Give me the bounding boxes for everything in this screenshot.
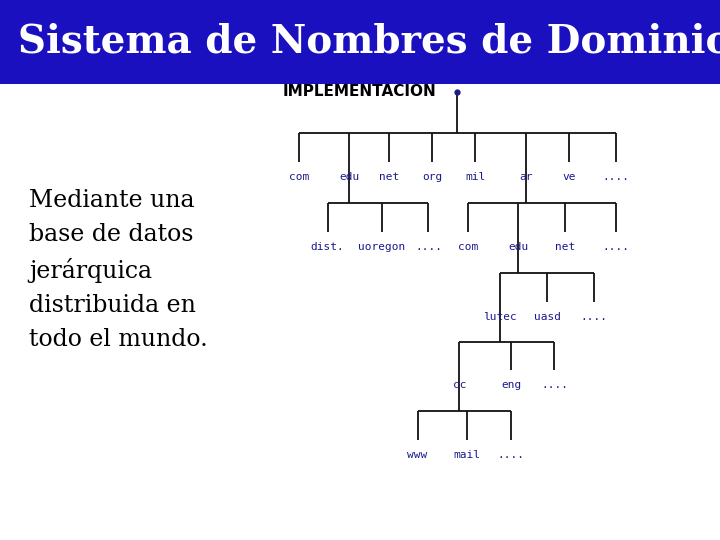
- Text: uoregon: uoregon: [358, 242, 405, 252]
- Text: net: net: [555, 242, 575, 252]
- Text: edu: edu: [508, 242, 528, 252]
- Text: ....: ....: [602, 172, 629, 182]
- Text: ....: ....: [498, 450, 525, 460]
- Bar: [0, 0, 720, 84]
- Text: Mediante una
base de datos
jerárquica
distribuida en
todo el mundo.: Mediante una base de datos jerárquica di…: [29, 190, 207, 350]
- Text: net: net: [379, 172, 399, 182]
- Text: mil: mil: [465, 172, 485, 182]
- Text: edu: edu: [339, 172, 359, 182]
- Text: dist.: dist.: [311, 242, 344, 252]
- Text: ....: ....: [415, 242, 442, 252]
- Text: lutec: lutec: [484, 312, 517, 322]
- Text: com: com: [458, 242, 478, 252]
- Text: cc: cc: [453, 380, 466, 390]
- Text: ....: ....: [580, 312, 608, 322]
- Text: ve: ve: [562, 172, 575, 182]
- Text: www: www: [408, 450, 428, 460]
- Text: mail: mail: [453, 450, 480, 460]
- Text: Sistema de Nombres de Dominios (DNS): Sistema de Nombres de Dominios (DNS): [18, 23, 720, 61]
- Text: ....: ....: [541, 380, 568, 390]
- Text: IMPLEMENTACIÓN: IMPLEMENTACIÓN: [283, 84, 437, 99]
- Text: com: com: [289, 172, 309, 182]
- Text: eng: eng: [501, 380, 521, 390]
- Text: ....: ....: [602, 242, 629, 252]
- Text: org: org: [422, 172, 442, 182]
- Text: ar: ar: [519, 172, 532, 182]
- Text: uasd: uasd: [534, 312, 561, 322]
